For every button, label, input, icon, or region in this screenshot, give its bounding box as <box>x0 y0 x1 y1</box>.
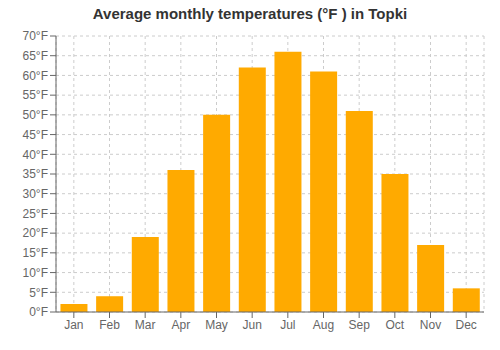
svg-text:Jan: Jan <box>64 318 83 332</box>
svg-text:Dec: Dec <box>455 318 476 332</box>
svg-text:Aug: Aug <box>313 318 334 332</box>
svg-text:5°F: 5°F <box>29 286 48 300</box>
svg-text:Feb: Feb <box>99 318 120 332</box>
svg-text:May: May <box>205 318 228 332</box>
svg-text:Apr: Apr <box>171 318 190 332</box>
svg-text:70°F: 70°F <box>23 29 48 43</box>
svg-text:55°F: 55°F <box>23 88 48 102</box>
svg-text:40°F: 40°F <box>23 148 48 162</box>
svg-text:60°F: 60°F <box>23 69 48 83</box>
svg-text:Nov: Nov <box>420 318 441 332</box>
svg-text:45°F: 45°F <box>23 128 48 142</box>
svg-text:20°F: 20°F <box>23 226 48 240</box>
svg-text:Jun: Jun <box>242 318 261 332</box>
svg-text:25°F: 25°F <box>23 207 48 221</box>
svg-text:0°F: 0°F <box>29 305 48 319</box>
svg-text:Sep: Sep <box>348 318 370 332</box>
svg-text:30°F: 30°F <box>23 187 48 201</box>
svg-text:Oct: Oct <box>385 318 404 332</box>
svg-text:Mar: Mar <box>135 318 156 332</box>
svg-text:15°F: 15°F <box>23 246 48 260</box>
svg-text:10°F: 10°F <box>23 266 48 280</box>
svg-text:35°F: 35°F <box>23 167 48 181</box>
svg-text:50°F: 50°F <box>23 108 48 122</box>
html-text:Average monthly temperatures (: Average monthly temperatures (°F ) in To… <box>92 5 408 22</box>
svg-text:Jul: Jul <box>280 318 295 332</box>
svg-text:65°F: 65°F <box>23 49 48 63</box>
